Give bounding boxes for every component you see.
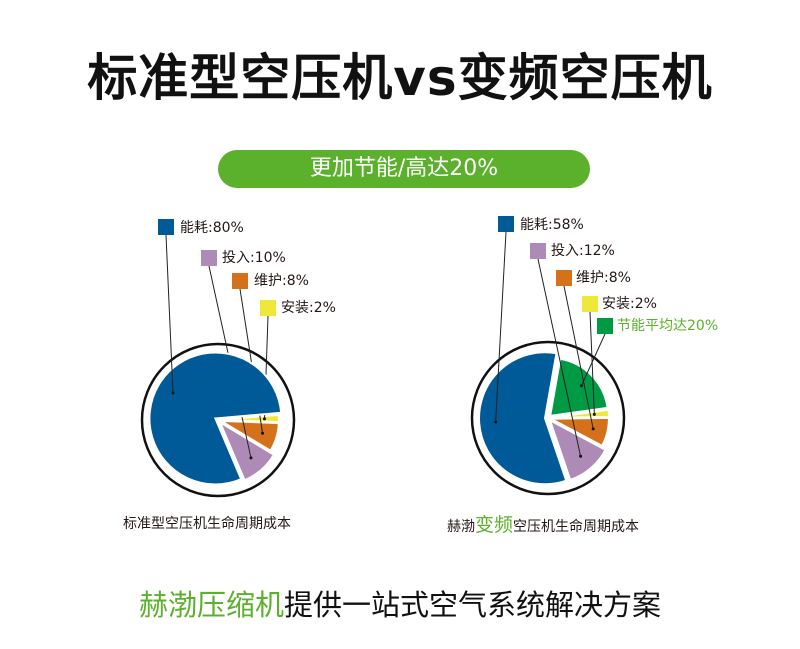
leader-dot-saving-right [579, 384, 583, 388]
legend-label-energy-right: 能耗:58% [520, 217, 584, 233]
banner-pill: 更加节能/高达20% [218, 150, 590, 188]
leader-line-investment-right [537, 258, 582, 457]
leader-dot-energy-right [494, 420, 498, 424]
legend-swatch-install-left [260, 300, 276, 316]
pie-slice-maintenance-right [550, 416, 610, 448]
footer-slogan: 赫渤压缩机提供一站式空气系统解决方案 [0, 582, 800, 624]
caption-highlight: 变频 [475, 514, 514, 536]
legend-label-install-right: 安装:2% [602, 296, 657, 312]
leader-dot-maintenance-right [591, 427, 595, 431]
legend-label-energy-left: 能耗:80% [180, 220, 244, 236]
pie-slice-energy-right [478, 351, 568, 486]
caption-prefix: 赫渤 [447, 519, 475, 535]
pie-ring-left [140, 342, 296, 498]
leader-dot-install-left [262, 417, 266, 421]
footer-text: 提供一站式空气系统解决方案 [284, 588, 662, 622]
legend-label-investment-right: 投入:12% [551, 243, 615, 259]
page-title: 标准型空压机vs变频空压机 [87, 49, 713, 107]
legend-swatch-energy-left [158, 219, 174, 235]
pie-ring-right [470, 340, 626, 496]
legend-swatch-saving-right [597, 318, 613, 334]
legend-label-saving-right: 节能平均达20% [617, 318, 719, 334]
legend-swatch-investment-right [530, 243, 546, 259]
legend-swatch-maintenance-right [556, 270, 572, 286]
leader-line-energy-left [165, 234, 174, 393]
legend-label-maintenance-right: 维护:8% [576, 270, 631, 286]
caption-suffix: 空压机生命周期成本 [513, 519, 640, 535]
legend-swatch-investment-left [201, 250, 217, 266]
legend-label-investment-left: 投入:10% [222, 250, 286, 266]
legend-label-install-left: 安装:2% [281, 300, 336, 316]
caption-standard: 标准型空压机生命周期成本 [123, 516, 291, 532]
leader-line-saving-right [580, 333, 606, 386]
legend-swatch-maintenance-left [232, 273, 248, 289]
leader-line-maintenance-right [563, 285, 594, 430]
legend-swatch-install-right [582, 296, 598, 312]
leader-dot-maintenance-left [261, 431, 265, 435]
footer-brand: 赫渤压缩机 [138, 588, 284, 622]
pie-slice-investment-left [217, 419, 276, 482]
caption-vfd: 赫渤变频空压机生命周期成本 [447, 510, 639, 537]
leader-dot-install-right [592, 412, 596, 416]
leader-line-install-right [589, 311, 595, 415]
pie-slice-investment-right [548, 418, 607, 482]
leader-dot-energy-left [171, 391, 175, 395]
leader-dot-investment-right [579, 454, 583, 458]
leader-line-energy-right [495, 231, 507, 423]
leader-dot-investment-left [249, 456, 253, 460]
pie-slice-saving-right [548, 357, 609, 418]
pie-slice-energy-left [148, 351, 283, 486]
legend-label-maintenance-left: 维护:8% [254, 273, 309, 289]
pie-slice-maintenance-left [220, 419, 280, 453]
legend-swatch-energy-right [498, 216, 514, 232]
